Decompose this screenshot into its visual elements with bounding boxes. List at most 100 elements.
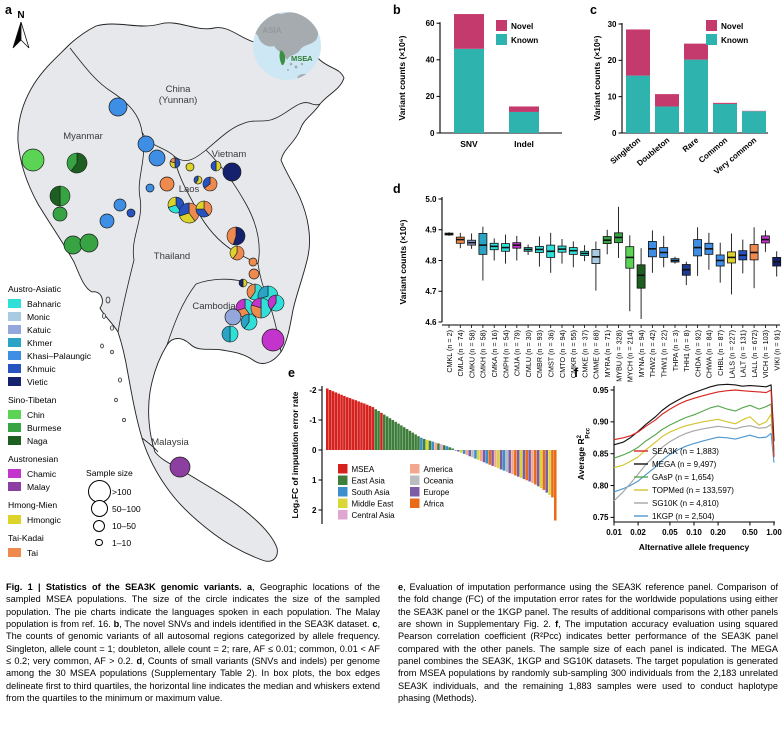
- impute-bar: [468, 450, 472, 457]
- chin-swatch: [8, 410, 21, 419]
- impute-bar: [368, 405, 372, 450]
- legend-label: Africa: [424, 500, 445, 509]
- impute-bar: [414, 434, 417, 450]
- y-axis-title: Log₂FC of imputation error rate: [290, 391, 300, 518]
- impute-bar: [454, 450, 457, 451]
- sample-size-circle: [95, 538, 103, 547]
- impute-bar: [440, 444, 443, 450]
- impute-bar: [402, 427, 406, 450]
- pie-marker: [169, 157, 181, 169]
- language-family-header: Austro-Asiatic: [8, 284, 62, 294]
- language-family-header: Tai-Kadai: [8, 533, 44, 543]
- impute-bar: [485, 450, 489, 464]
- caption-bold: b: [113, 618, 120, 629]
- legend-item-label: Tai: [27, 547, 38, 558]
- bar-known-SNV: [454, 48, 484, 133]
- burmese-swatch: [8, 423, 21, 432]
- impute-bar: [326, 388, 329, 450]
- x-tick-label: 1.00: [766, 528, 782, 537]
- population-label: CMBR (n = 93): [535, 330, 544, 378]
- chart-imputation-error: -2 -1 0 1 2 MSEA East Asia South Asia Middle Eas…: [290, 386, 557, 524]
- x-tick-label: 0.02: [630, 528, 646, 537]
- impute-bar: [434, 442, 437, 450]
- y-tick-label: -2: [309, 386, 317, 395]
- legend-item-tai: Tai: [8, 546, 158, 559]
- boxplot-CMJA: [512, 235, 522, 261]
- population-label: CMST (n = 36): [547, 330, 556, 377]
- sample-size-title: Sample size: [86, 468, 133, 478]
- impute-bar: [380, 412, 383, 450]
- hmongic-swatch: [8, 515, 21, 524]
- impute-bar: [422, 438, 426, 450]
- legend-label: Europe: [424, 488, 450, 497]
- impute-bar: [388, 418, 392, 450]
- impute-bar: [405, 429, 409, 450]
- boxplot-MYRA: [602, 229, 612, 255]
- x-category-label: Indel: [514, 139, 534, 149]
- impute-bar: [534, 450, 537, 485]
- bar-known-Common: [713, 103, 737, 133]
- impute-bar: [539, 450, 543, 489]
- boxplot-CMKE: [580, 245, 590, 262]
- caption-bold: d: [136, 655, 143, 666]
- pie-marker: [63, 235, 83, 255]
- legend-item-label: Katuic: [27, 324, 51, 335]
- impute-bar: [345, 397, 349, 450]
- impute-bar: [477, 450, 480, 460]
- y-tick-label: 0.80: [593, 481, 609, 490]
- y-tick-label: 20: [426, 92, 435, 101]
- legend-label: Novel: [721, 22, 743, 31]
- caption-text: , Counts of small variants (SNVs and ind…: [6, 655, 380, 703]
- boxplot-CMPH: [501, 234, 510, 264]
- msea-highlight: [279, 50, 286, 66]
- pie-marker: [79, 233, 99, 253]
- impute-bar: [542, 450, 546, 490]
- bar-known-Very common: [742, 111, 766, 133]
- sample-size-label: 10–50: [112, 520, 136, 531]
- legend-item-naga: Naga: [8, 434, 158, 447]
- y-tick-label: 1: [312, 476, 317, 485]
- naga-swatch: [8, 436, 21, 445]
- impute-bar: [459, 450, 463, 453]
- impute-bar: [420, 437, 423, 450]
- impute-bar: [522, 450, 526, 480]
- legend-item-chin: Chin: [8, 408, 158, 421]
- population-label: CMKU (n = 58): [467, 330, 476, 378]
- impute-bar: [474, 450, 477, 459]
- impute-bar: [497, 450, 500, 469]
- pie-marker: [193, 175, 203, 185]
- pie-marker: [221, 325, 239, 343]
- caption-bold: c: [372, 618, 378, 629]
- impute-bar: [548, 450, 551, 495]
- y-tick-label: 0: [430, 129, 435, 138]
- map-southeast-asia: China(Yunnan) Myanmar Vietnam Laos Thailand C…: [12, 10, 345, 562]
- boxplot-CMST: [546, 232, 556, 273]
- x-tick-label: 0.05: [662, 528, 678, 537]
- legend-swatch-af: [410, 498, 420, 508]
- y-tick-label: 5.0: [425, 195, 437, 204]
- legend-item-label: Khmer: [27, 337, 53, 348]
- y-tick-label: -1: [309, 416, 317, 425]
- legend-item-label: Monic: [27, 311, 50, 322]
- population-label: THPA (n = 3): [671, 330, 680, 371]
- legend-label: Central Asia: [352, 511, 396, 520]
- impute-bar: [471, 450, 474, 458]
- boxplot-LALL: [749, 227, 759, 289]
- y-tick-label: 0.75: [593, 513, 609, 522]
- legend-label: 1KGP (n = 2,504): [652, 512, 715, 521]
- pie-marker: [52, 206, 68, 222]
- boxplot-LALT: [738, 239, 748, 274]
- pie-marker: [240, 313, 258, 331]
- impute-bar: [508, 450, 511, 474]
- legend-label: MEGA (n = 9,497): [652, 460, 717, 469]
- chart-boxplots: 5.0 4.9 4.8 4.7 4.6 CMKL (n = 2) CMLA (n = 74)…: [398, 195, 782, 382]
- legend-swatch-me: [338, 498, 348, 508]
- y-tick-label: 20: [608, 56, 617, 65]
- impute-bar: [431, 441, 434, 450]
- population-label: THW1 (n = 22): [660, 330, 669, 377]
- x-tick-label: 0.50: [742, 528, 758, 537]
- population-label: CMPH (n = 54): [501, 330, 510, 378]
- chart-snv-indel: 0 20 40 60 SNV Indel Novel Known Variant counts …: [397, 14, 562, 149]
- legend-label: GAsP (n = 1,654): [652, 473, 714, 482]
- sample-size-item: 1–10: [86, 534, 196, 551]
